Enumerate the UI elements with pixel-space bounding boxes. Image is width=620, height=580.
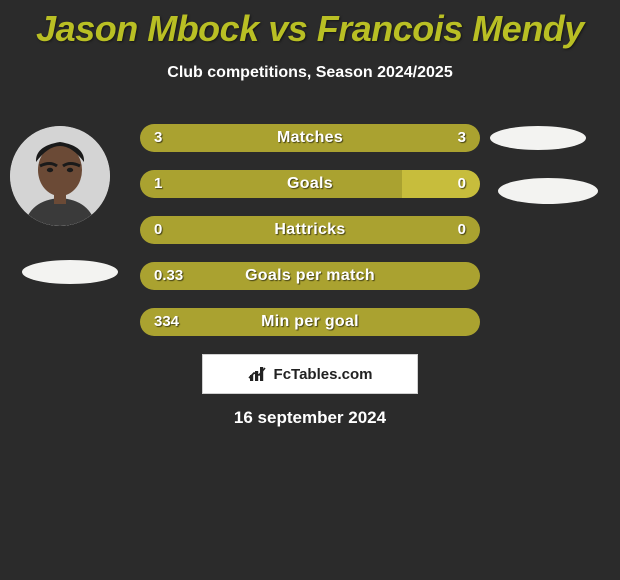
stat-value-right: 0: [458, 170, 466, 198]
comparison-bars: 3Matches31Goals00Hattricks00.33Goals per…: [140, 124, 480, 354]
stat-row-goals: 1Goals0: [140, 170, 480, 198]
chart-icon: [248, 365, 268, 383]
stat-label: Hattricks: [140, 216, 480, 244]
footer-brand-box: FcTables.com: [202, 354, 418, 394]
footer-brand-text: FcTables.com: [274, 366, 373, 383]
decorative-ellipse-right-2: [498, 178, 598, 204]
stat-row-hattricks: 0Hattricks0: [140, 216, 480, 244]
footer-date: 16 september 2024: [0, 408, 620, 428]
stat-row-goals-per-match: 0.33Goals per match: [140, 262, 480, 290]
stat-value-right: 3: [458, 124, 466, 152]
avatar-placeholder-icon: [10, 126, 110, 226]
stat-label: Min per goal: [140, 308, 480, 336]
stat-label: Goals: [140, 170, 480, 198]
stat-row-min-per-goal: 334Min per goal: [140, 308, 480, 336]
decorative-ellipse-right-1: [490, 126, 586, 150]
stat-label: Goals per match: [140, 262, 480, 290]
stat-row-matches: 3Matches3: [140, 124, 480, 152]
page-title: Jason Mbock vs Francois Mendy: [0, 0, 620, 50]
avatar-player-1: [10, 126, 110, 226]
decorative-ellipse-left: [22, 260, 118, 284]
stat-value-right: 0: [458, 216, 466, 244]
page-subtitle: Club competitions, Season 2024/2025: [0, 64, 620, 82]
stat-label: Matches: [140, 124, 480, 152]
